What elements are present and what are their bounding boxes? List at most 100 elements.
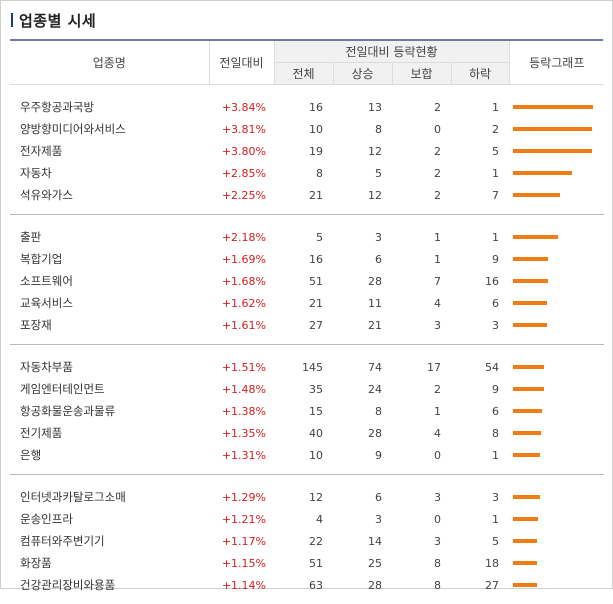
sector-name[interactable]: 양방향미디어와서비스 (10, 118, 209, 140)
col-header-graph: 등락그래프 (509, 41, 604, 85)
total-count: 145 (274, 356, 333, 378)
down-count: 6 (451, 400, 509, 422)
change-rate: +1.68% (209, 270, 274, 292)
sector-name[interactable]: 자동차 (10, 162, 209, 184)
change-bar (513, 279, 548, 283)
up-count: 3 (333, 508, 392, 530)
change-rate: +3.84% (209, 96, 274, 118)
change-rate: +1.31% (209, 444, 274, 466)
flat-count: 1 (392, 226, 451, 248)
sector-name[interactable]: 게임엔터테인먼트 (10, 378, 209, 400)
change-rate: +1.51% (209, 356, 274, 378)
up-count: 28 (333, 574, 392, 596)
up-count: 5 (333, 162, 392, 184)
col-header-flat[interactable]: 보합 (392, 63, 451, 85)
sector-name[interactable]: 석유와가스 (10, 184, 209, 206)
down-count: 3 (451, 314, 509, 336)
sector-name[interactable]: 전자제품 (10, 140, 209, 162)
total-count: 16 (274, 96, 333, 118)
sector-name[interactable]: 인터넷과카탈로그소매 (10, 486, 209, 508)
group-spacer (10, 466, 604, 475)
sector-name[interactable]: 우주항공과국방 (10, 96, 209, 118)
total-count: 51 (274, 552, 333, 574)
down-count: 1 (451, 508, 509, 530)
sector-name[interactable]: 운송인프라 (10, 508, 209, 530)
change-rate: +1.29% (209, 486, 274, 508)
change-bar (513, 431, 541, 435)
col-header-up[interactable]: 상승 (333, 63, 392, 85)
total-count: 63 (274, 574, 333, 596)
change-bar (513, 171, 572, 175)
flat-count: 2 (392, 184, 451, 206)
sector-name[interactable]: 포장재 (10, 314, 209, 336)
change-bar (513, 127, 592, 131)
down-count: 3 (451, 486, 509, 508)
group-spacer (10, 336, 604, 345)
flat-count: 3 (392, 314, 451, 336)
sector-name[interactable]: 출판 (10, 226, 209, 248)
flat-count: 3 (392, 486, 451, 508)
table-header: 업종명 전일대비 전일대비 등락현황 등락그래프 전체 상승 보합 하락 (10, 41, 604, 85)
col-header-down[interactable]: 하락 (451, 63, 509, 85)
sector-name[interactable]: 항공화물운송과물류 (10, 400, 209, 422)
total-count: 27 (274, 314, 333, 336)
col-header-name[interactable]: 업종명 (10, 41, 209, 85)
change-bar (513, 257, 548, 261)
change-rate: +1.14% (209, 574, 274, 596)
down-count: 1 (451, 226, 509, 248)
flat-count: 1 (392, 400, 451, 422)
sector-name[interactable]: 소프트웨어 (10, 270, 209, 292)
flat-count: 0 (392, 508, 451, 530)
change-rate: +2.18% (209, 226, 274, 248)
graph-cell (509, 226, 604, 248)
down-count: 8 (451, 422, 509, 444)
change-rate: +1.62% (209, 292, 274, 314)
change-bar (513, 193, 560, 197)
total-count: 16 (274, 248, 333, 270)
change-rate: +1.15% (209, 552, 274, 574)
sector-name[interactable]: 전기제품 (10, 422, 209, 444)
sector-name[interactable]: 복합기업 (10, 248, 209, 270)
sector-name[interactable]: 컴퓨터와주변기기 (10, 530, 209, 552)
change-bar (513, 105, 593, 109)
total-count: 22 (274, 530, 333, 552)
flat-count: 8 (392, 574, 451, 596)
graph-cell (509, 552, 604, 574)
sector-name[interactable]: 교육서비스 (10, 292, 209, 314)
change-rate: +3.81% (209, 118, 274, 140)
flat-count: 17 (392, 356, 451, 378)
up-count: 21 (333, 314, 392, 336)
sector-name[interactable]: 화장품 (10, 552, 209, 574)
change-rate: +2.85% (209, 162, 274, 184)
sector-name[interactable]: 자동차부품 (10, 356, 209, 378)
col-header-total[interactable]: 전체 (274, 63, 333, 85)
down-count: 9 (451, 378, 509, 400)
sector-name[interactable]: 건강관리장비와용품 (10, 574, 209, 596)
col-header-change[interactable]: 전일대비 (209, 41, 274, 85)
total-count: 19 (274, 140, 333, 162)
graph-cell (509, 270, 604, 292)
up-count: 6 (333, 248, 392, 270)
sector-name[interactable]: 은행 (10, 444, 209, 466)
